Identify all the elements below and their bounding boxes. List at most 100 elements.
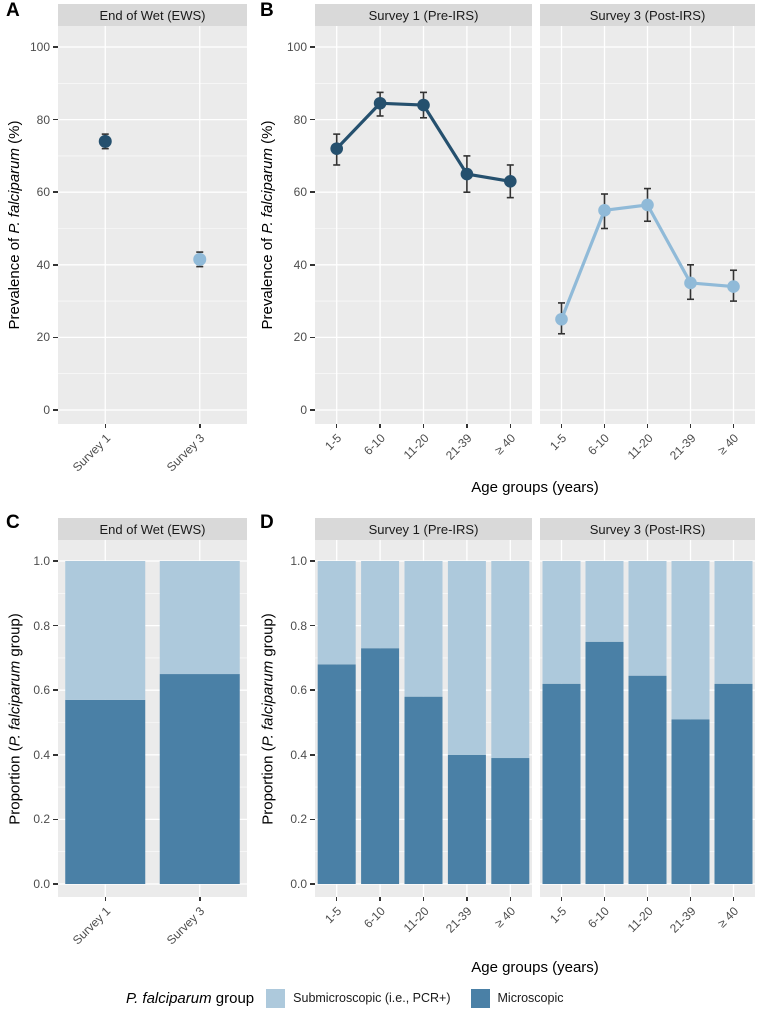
y-tick-mark (310, 118, 315, 121)
y-tick-label: 0.4 (33, 747, 50, 762)
x-tick-mark (422, 897, 425, 901)
y-tick-mark (53, 818, 58, 821)
x-tick-label: Survey 3 (164, 904, 208, 948)
panel-label-b: B (260, 0, 274, 21)
bar-segment (542, 683, 581, 884)
facet-strip-label: Survey 1 (Pre-IRS) (368, 7, 479, 23)
bar-segment (447, 754, 486, 884)
y-tick-label: 80 (36, 112, 50, 127)
plot-area-b-0 (315, 26, 532, 424)
x-tick-label: 21-39 (443, 904, 475, 936)
x-tick-mark (646, 424, 649, 428)
panel-label-c: C (6, 512, 20, 533)
y-tick-mark (310, 883, 315, 885)
y-tick-mark (310, 409, 315, 411)
facet-strip: Survey 1 (Pre-IRS) (315, 4, 532, 26)
bar-segment (65, 561, 146, 700)
y-tick-label: 0.6 (33, 683, 50, 698)
panel-label-a: A (6, 0, 20, 21)
bar-segment (159, 561, 240, 675)
y-tick-mark (310, 191, 315, 193)
y-tick-mark (53, 689, 58, 691)
plot-area-a-0 (58, 26, 247, 424)
legend-swatch-microscopic (470, 988, 490, 1008)
x-tick-mark (732, 897, 735, 901)
y-tick-mark (53, 883, 58, 885)
y-tick-label: 0.8 (290, 618, 307, 633)
panel-label-d: D (260, 512, 274, 533)
data-point (330, 142, 343, 155)
x-tick-label: ≥ 40 (491, 431, 519, 458)
data-point (684, 276, 697, 290)
x-tick-mark (603, 897, 606, 901)
x-tick-mark (732, 424, 735, 428)
bar-segment (491, 561, 530, 759)
x-tick-mark (646, 897, 649, 901)
plot-background (58, 26, 247, 424)
y-tick-mark (53, 336, 58, 339)
data-point (641, 198, 654, 212)
y-tick-mark (53, 264, 58, 266)
x-tick-mark (199, 424, 201, 428)
y-tick-label: 100 (29, 40, 50, 54)
data-point (373, 96, 387, 110)
y-tick-mark (310, 336, 315, 339)
x-tick-mark (466, 897, 468, 901)
y-tick-mark (310, 624, 315, 627)
y-tick-mark (310, 264, 315, 266)
data-point (417, 98, 430, 112)
x-tick-mark (509, 424, 512, 428)
y-tick-label: 0.2 (290, 812, 307, 827)
y-tick-label: 0 (300, 403, 307, 417)
legend-label-submicroscopic: Submicroscopic (i.e., PCR+) (293, 991, 451, 1005)
x-tick-label: ≥ 40 (491, 904, 519, 931)
legend-title: P. falciparum group (126, 989, 255, 1007)
x-tick-mark (603, 424, 606, 428)
bar-segment (361, 648, 400, 884)
x-tick-mark (560, 897, 563, 901)
y-tick-mark (53, 409, 58, 411)
data-point (727, 280, 740, 293)
y-tick-label: 40 (293, 257, 307, 272)
x-tick-label: 11-20 (624, 904, 656, 935)
bar-segment (491, 758, 530, 884)
facet-strip-label: Survey 1 (Pre-IRS) (368, 521, 479, 537)
bar-segment (404, 561, 443, 697)
bar-segment (714, 561, 753, 684)
bar-segment (714, 683, 753, 884)
x-tick-label: Survey 3 (164, 431, 208, 475)
bar-segment (542, 561, 581, 684)
x-tick-mark (466, 424, 468, 428)
y-tick-mark (53, 191, 58, 193)
facet-strip: End of Wet (EWS) (58, 518, 247, 540)
y-tick-label: 80 (293, 112, 307, 127)
y-tick-label: 20 (36, 330, 50, 345)
data-point (193, 252, 207, 266)
data-point (98, 134, 112, 148)
y-tick-label: 1.0 (33, 554, 50, 568)
y-tick-label: 0.8 (33, 618, 50, 633)
y-tick-mark (310, 560, 315, 562)
bar-segment (317, 664, 356, 884)
y-tick-mark (310, 754, 315, 756)
x-axis-title: Age groups (years) (471, 479, 599, 496)
facet-strip-label: Survey 3 (Post-IRS) (589, 7, 706, 23)
legend-label-microscopic: Microscopic (497, 991, 564, 1005)
y-axis-title: Proportion (P. falciparum group) (6, 612, 23, 825)
bar-segment (585, 641, 624, 884)
y-tick-mark (310, 689, 315, 691)
x-tick-label: 6-10 (361, 904, 389, 931)
y-tick-label: 100 (286, 40, 307, 54)
facet-strip: Survey 1 (Pre-IRS) (315, 518, 532, 540)
y-tick-mark (53, 118, 58, 121)
y-tick-label: 40 (36, 257, 50, 272)
x-tick-label: 1-5 (322, 431, 345, 454)
plot-area-c-0 (58, 540, 247, 897)
y-tick-label: 60 (293, 185, 307, 200)
x-tick-label: Survey 1 (69, 431, 114, 475)
plot-area-d-0 (315, 540, 532, 897)
x-tick-mark (422, 424, 425, 428)
x-axis-title: Age groups (years) (471, 959, 599, 976)
x-tick-label: 21-39 (666, 431, 699, 463)
bar-segment (585, 561, 624, 642)
